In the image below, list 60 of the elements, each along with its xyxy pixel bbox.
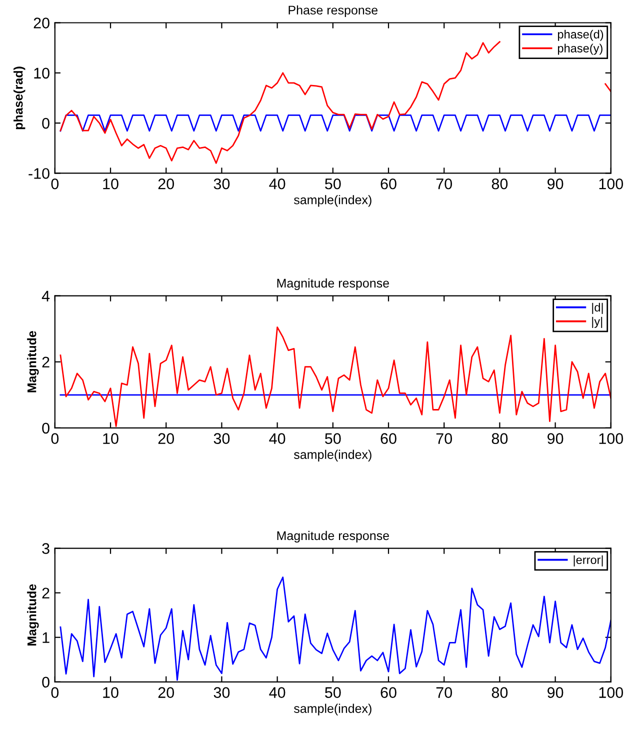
x-tick-label: 50: [325, 687, 341, 698]
chart-title: Magnitude response: [277, 530, 389, 543]
legend-label: |d|: [592, 302, 603, 314]
x-tick-label: 80: [492, 687, 508, 698]
x-tick-label: 20: [158, 433, 174, 444]
x-tick-label: 30: [214, 433, 230, 444]
x-tick-label: 50: [325, 433, 341, 444]
y-tick-label: 3: [42, 543, 50, 554]
line-series: [60, 576, 611, 681]
x-tick-label: 60: [380, 433, 396, 444]
legend-label: phase(d): [558, 30, 604, 41]
x-axis-title: sample(index): [294, 195, 372, 207]
y-tick-label: 2: [42, 588, 50, 598]
x-tick-label: 90: [548, 433, 564, 444]
x-tick-label: 50: [325, 178, 341, 190]
y-axis-title: Magnitude: [27, 584, 39, 646]
x-tick-label: 0: [51, 687, 59, 698]
x-tick-label: 0: [51, 178, 59, 190]
legend-label: |error|: [574, 555, 603, 566]
x-tick-label: 10: [103, 178, 118, 190]
y-axis-title: phase(rad): [14, 66, 26, 130]
x-tick-label: 60: [380, 178, 396, 190]
x-tick-label: 20: [158, 178, 174, 190]
y-tick-label: -10: [28, 168, 50, 179]
y-tick-label: 0: [42, 118, 50, 129]
y-tick-label: 20: [34, 18, 50, 28]
x-tick-label: 80: [492, 433, 508, 444]
x-tick-label: 100: [599, 687, 624, 698]
x-tick-label: 40: [269, 178, 286, 190]
x-tick-label: 40: [269, 687, 286, 698]
x-axis-title: sample(index): [294, 704, 372, 716]
x-tick-label: 0: [51, 433, 59, 444]
x-tick-label: 100: [599, 178, 624, 190]
x-axis-title: sample(index): [294, 450, 372, 462]
y-tick-label: 2: [42, 356, 50, 368]
x-tick-label: 30: [214, 687, 230, 698]
legend-label: phase(y): [558, 44, 602, 55]
x-tick-label: 90: [548, 178, 564, 190]
x-tick-label: 70: [436, 433, 452, 444]
line-series: [60, 326, 611, 427]
y-axis-title: Magnitude: [27, 331, 39, 392]
x-tick-label: 20: [158, 687, 174, 698]
y-tick-label: 0: [42, 676, 50, 688]
x-tick-label: 90: [548, 687, 564, 698]
chart-title: Phase response: [288, 5, 378, 18]
chart-title: Magnitude response: [277, 278, 389, 290]
x-tick-label: 40: [269, 433, 286, 444]
x-tick-label: 80: [492, 178, 508, 190]
x-tick-label: 60: [380, 687, 396, 698]
y-tick-label: 0: [42, 422, 50, 434]
x-tick-label: 70: [436, 178, 452, 190]
x-tick-label: 70: [436, 687, 452, 698]
x-tick-label: 100: [599, 433, 624, 444]
legend-label: |y|: [592, 316, 602, 328]
y-tick-label: 10: [34, 68, 50, 79]
x-tick-label: 10: [103, 687, 118, 698]
x-tick-label: 10: [103, 433, 118, 444]
y-tick-label: 1: [42, 632, 50, 643]
x-tick-label: 30: [214, 178, 230, 190]
y-tick-label: 4: [42, 290, 50, 302]
